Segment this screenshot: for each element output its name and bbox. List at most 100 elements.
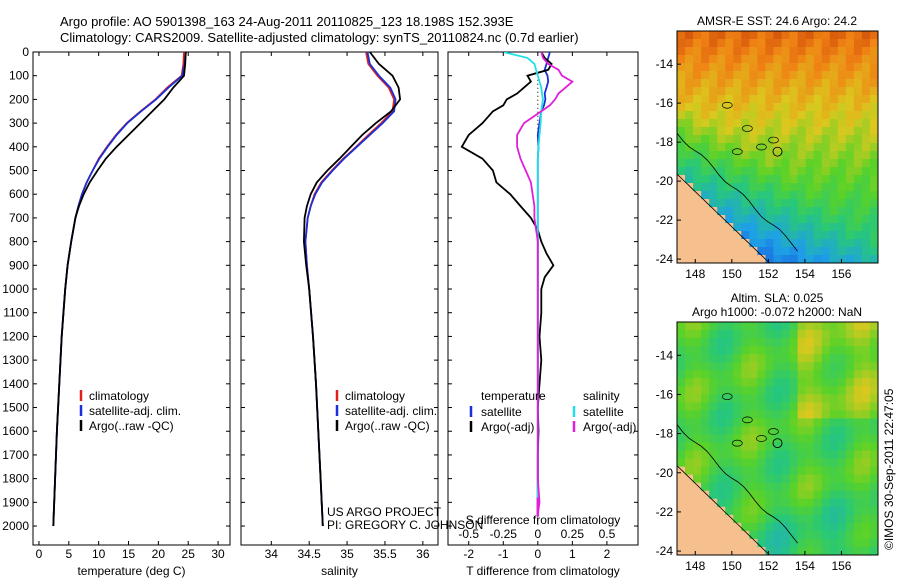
map-cell bbox=[757, 458, 767, 468]
map-cell bbox=[701, 103, 710, 112]
map-cell bbox=[741, 322, 750, 331]
map-cell bbox=[773, 450, 783, 460]
map-cell bbox=[789, 151, 799, 160]
map-cell bbox=[869, 39, 878, 48]
map-cell bbox=[781, 386, 791, 395]
map-cell bbox=[781, 434, 791, 444]
map-cell bbox=[853, 143, 863, 152]
map-cell bbox=[717, 215, 726, 224]
map-cell bbox=[741, 143, 750, 152]
map-cell bbox=[677, 127, 686, 136]
map-cell bbox=[741, 474, 750, 484]
map-cell bbox=[797, 362, 807, 371]
map-cell bbox=[677, 183, 686, 192]
map-cell bbox=[781, 119, 791, 128]
map-cell bbox=[749, 370, 758, 379]
map-cell bbox=[853, 458, 863, 468]
map-cell bbox=[725, 402, 734, 411]
map-cell bbox=[845, 474, 855, 484]
map-cell bbox=[821, 223, 831, 232]
map-cell bbox=[765, 434, 775, 444]
map-cell bbox=[813, 466, 823, 476]
depth-tick-label: 2000 bbox=[2, 519, 29, 533]
map-cell bbox=[685, 498, 694, 508]
map-cell bbox=[813, 386, 823, 395]
map-cell bbox=[773, 239, 783, 248]
map-cell bbox=[781, 63, 791, 72]
map-cell bbox=[837, 175, 847, 184]
salinity-axis-tick-label: 36 bbox=[416, 547, 430, 561]
map-cell bbox=[853, 418, 863, 428]
map-cell bbox=[701, 450, 710, 460]
map-cell bbox=[677, 215, 686, 224]
salinity-axis-tick-label: 34.5 bbox=[298, 547, 322, 561]
map-cell bbox=[757, 127, 767, 136]
map-cell bbox=[717, 39, 726, 48]
map-cell bbox=[869, 450, 878, 460]
map-cell bbox=[813, 143, 823, 152]
map-cell bbox=[773, 55, 783, 64]
map-cell bbox=[813, 498, 823, 508]
map-cell bbox=[853, 466, 863, 476]
temperature-legend-label: satellite-adj. clim. bbox=[89, 404, 181, 418]
map-cell bbox=[677, 55, 686, 64]
map-cell bbox=[757, 362, 767, 371]
map-cell bbox=[829, 514, 839, 524]
map-cell bbox=[725, 482, 734, 492]
map-cell bbox=[725, 95, 734, 104]
map-cell bbox=[829, 474, 839, 484]
salinity-difference-tick-label: 0 bbox=[534, 527, 541, 541]
map-cell bbox=[861, 79, 871, 88]
map-cell bbox=[709, 71, 718, 80]
salinity-axis-tick-label: 35 bbox=[340, 547, 354, 561]
map-cell bbox=[717, 402, 726, 411]
map-cell bbox=[837, 207, 847, 216]
map-cell bbox=[741, 55, 750, 64]
map-cell bbox=[749, 434, 758, 444]
map-cell bbox=[789, 87, 799, 96]
map-cell bbox=[797, 546, 807, 555]
map-cell bbox=[701, 378, 710, 387]
map-cell bbox=[781, 378, 791, 387]
map-cell bbox=[677, 370, 686, 379]
map-cell bbox=[805, 207, 815, 216]
map-cell bbox=[765, 458, 775, 468]
map-cell bbox=[685, 362, 694, 371]
map-cell bbox=[789, 47, 799, 56]
map-cell bbox=[717, 370, 726, 379]
longitude-tick-label: 148 bbox=[685, 559, 705, 573]
map-cell bbox=[733, 231, 742, 240]
map-cell bbox=[869, 410, 878, 420]
map-cell bbox=[789, 546, 799, 555]
map-cell bbox=[789, 31, 799, 40]
map-cell bbox=[725, 87, 734, 96]
map-cell bbox=[749, 546, 758, 555]
map-cell bbox=[733, 159, 742, 168]
map-cell bbox=[781, 474, 791, 484]
map-cell bbox=[869, 434, 878, 444]
map-cell bbox=[765, 31, 775, 40]
sst-map-frame bbox=[676, 30, 879, 264]
map-cell bbox=[773, 215, 783, 224]
map-cell bbox=[845, 183, 855, 192]
map-cell bbox=[709, 119, 718, 128]
map-cell bbox=[701, 370, 710, 379]
map-cell bbox=[845, 338, 855, 347]
map-cell bbox=[773, 346, 783, 355]
map-cell bbox=[677, 159, 686, 168]
map-cell bbox=[869, 31, 878, 40]
map-cell bbox=[717, 474, 726, 484]
map-cell bbox=[797, 143, 807, 152]
map-cell bbox=[837, 55, 847, 64]
map-cell bbox=[717, 223, 726, 232]
map-cell bbox=[741, 255, 750, 263]
map-cell bbox=[717, 183, 726, 192]
map-cell bbox=[733, 207, 742, 216]
map-cell bbox=[709, 354, 718, 363]
map-cell bbox=[813, 223, 823, 232]
temperature-legend-label: Argo(..raw -QC) bbox=[89, 419, 174, 433]
map-cell bbox=[717, 490, 726, 500]
map-cell bbox=[685, 87, 694, 96]
map-cell bbox=[693, 231, 702, 240]
map-cell bbox=[861, 530, 871, 540]
